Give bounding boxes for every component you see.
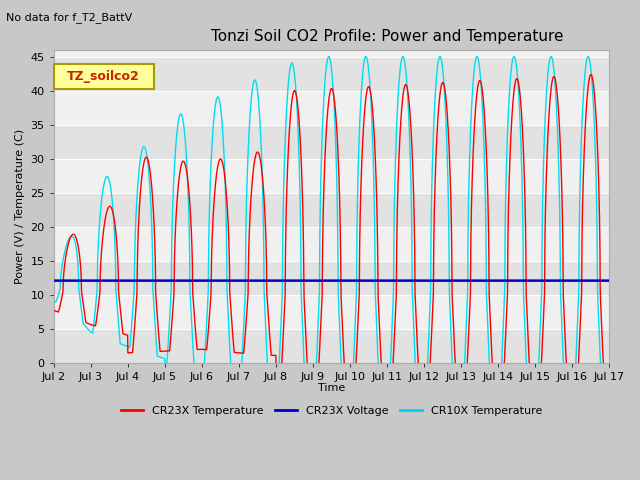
FancyBboxPatch shape [54,64,154,89]
Text: No data for f_T2_BattV: No data for f_T2_BattV [6,12,132,23]
Y-axis label: Power (V) / Temperature (C): Power (V) / Temperature (C) [15,129,25,284]
Text: TZ_soilco2: TZ_soilco2 [67,70,140,83]
Bar [54,193,609,227]
X-axis label: Time: Time [318,384,345,394]
Bar [54,125,609,159]
Title: Tonzi Soil CO2 Profile: Power and Temperature: Tonzi Soil CO2 Profile: Power and Temper… [211,29,563,44]
Bar [54,57,609,91]
Bar [54,261,609,295]
Legend: CR23X Temperature, CR23X Voltage, CR10X Temperature: CR23X Temperature, CR23X Voltage, CR10X … [116,401,547,420]
Bar [54,329,609,363]
